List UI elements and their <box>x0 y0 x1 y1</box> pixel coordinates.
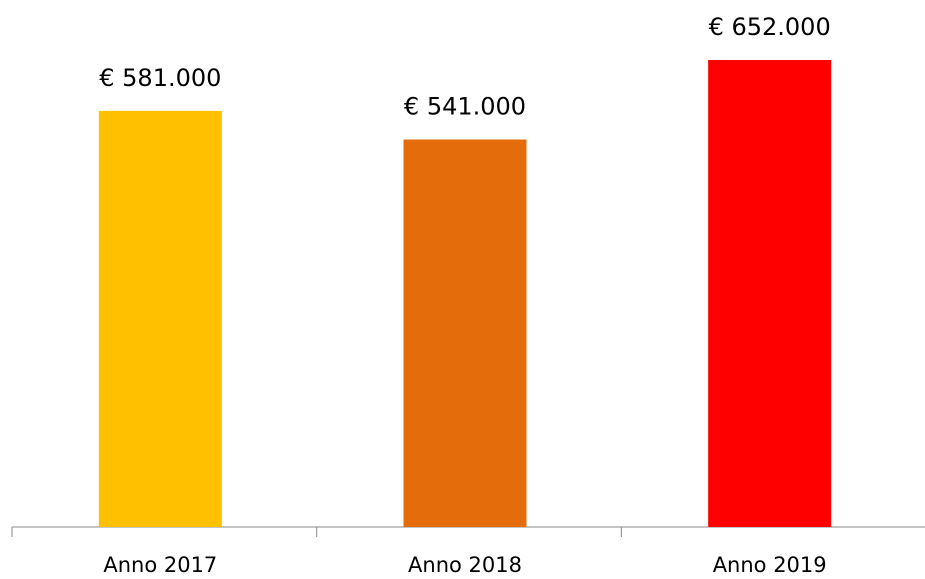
bar <box>708 60 832 527</box>
bar <box>98 110 222 527</box>
x-tick-label: Anno 2017 <box>103 553 217 577</box>
bar <box>403 139 527 527</box>
x-tick-label: Anno 2019 <box>713 553 827 577</box>
value-label: € 541.000 <box>404 93 526 121</box>
value-label: € 581.000 <box>99 64 221 92</box>
value-label: € 652.000 <box>709 13 831 41</box>
x-tick-label: Anno 2018 <box>408 553 522 577</box>
